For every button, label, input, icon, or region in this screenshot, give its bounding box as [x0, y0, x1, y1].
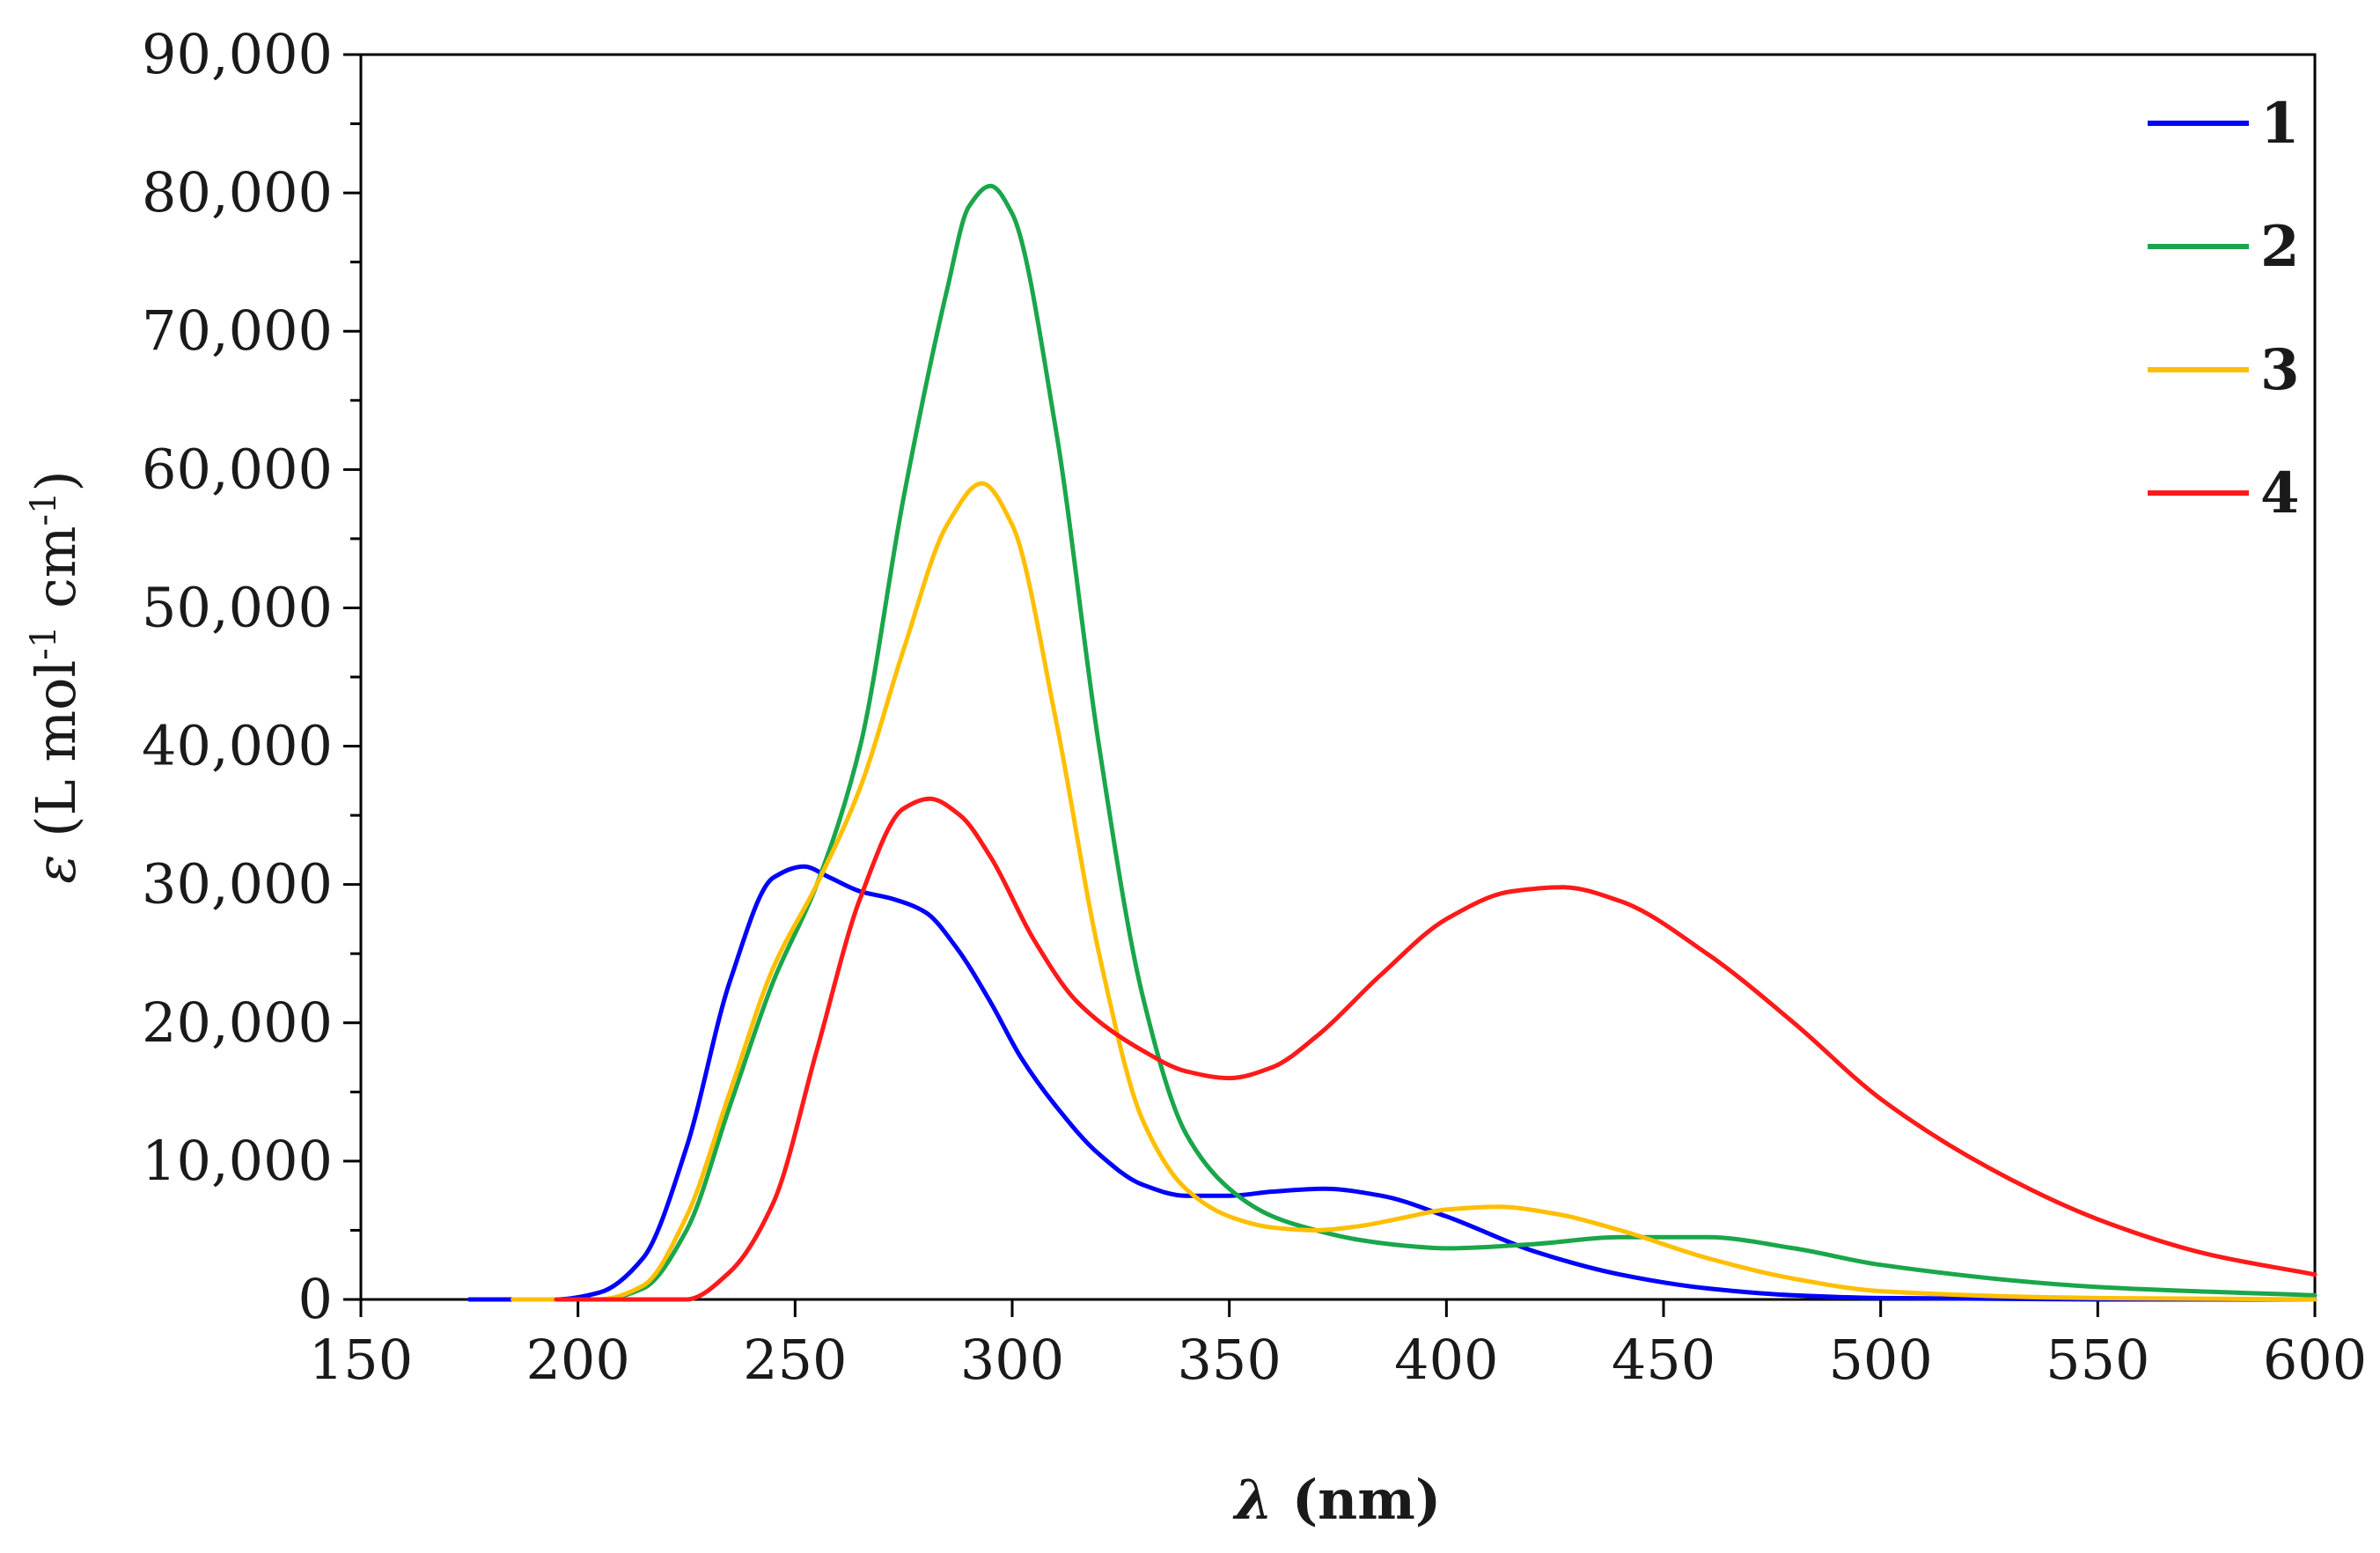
y-axis-title: ε (L mol-1 cm-1) [24, 470, 88, 883]
legend-label-3: 3 [2260, 337, 2300, 403]
y-tick-label: 70,000 [142, 298, 333, 363]
y-tick-label: 80,000 [142, 160, 333, 224]
x-tick-label: 400 [1394, 1328, 1498, 1392]
x-tick-label: 200 [525, 1328, 629, 1392]
y-tick-label: 20,000 [142, 990, 333, 1055]
y-tick-label: 0 [298, 1267, 333, 1331]
y-tick-label: 90,000 [142, 22, 333, 86]
plot-area [359, 53, 2317, 1301]
x-tick-label: 350 [1177, 1328, 1281, 1392]
legend: 1 2 3 4 [2148, 91, 2300, 526]
legend-label-2: 2 [2260, 214, 2300, 280]
series-lines [466, 183, 2318, 1302]
x-axis-ticks: 150 200 250 300 350 400 450 500 550 600 [309, 1299, 2367, 1392]
y-tick-label: 60,000 [142, 437, 333, 501]
x-tick-label: 500 [1828, 1328, 1932, 1392]
legend-label-4: 4 [2260, 460, 2300, 526]
x-tick-label: 550 [2046, 1328, 2149, 1392]
series-line-1 [466, 864, 2318, 1302]
series-line-4 [554, 796, 2318, 1302]
x-tick-label: 300 [960, 1328, 1064, 1392]
y-tick-label: 40,000 [142, 714, 333, 778]
x-tick-label: 450 [1612, 1328, 1715, 1392]
y-axis-ticks: 0 10,000 20,000 30,000 40,000 50,000 60,000 70,… [142, 22, 361, 1331]
series-line-3 [511, 481, 2318, 1302]
x-tick-label: 600 [2263, 1328, 2367, 1392]
x-axis-title: λ (nm) [1232, 1468, 1441, 1532]
x-tick-label: 150 [309, 1328, 413, 1392]
x-tick-label: 250 [743, 1328, 847, 1392]
series-line-2 [511, 183, 2318, 1302]
legend-label-1: 1 [2260, 91, 2300, 157]
y-tick-label: 10,000 [142, 1129, 333, 1193]
y-tick-label: 30,000 [142, 852, 333, 916]
y-tick-label: 50,000 [142, 575, 333, 639]
